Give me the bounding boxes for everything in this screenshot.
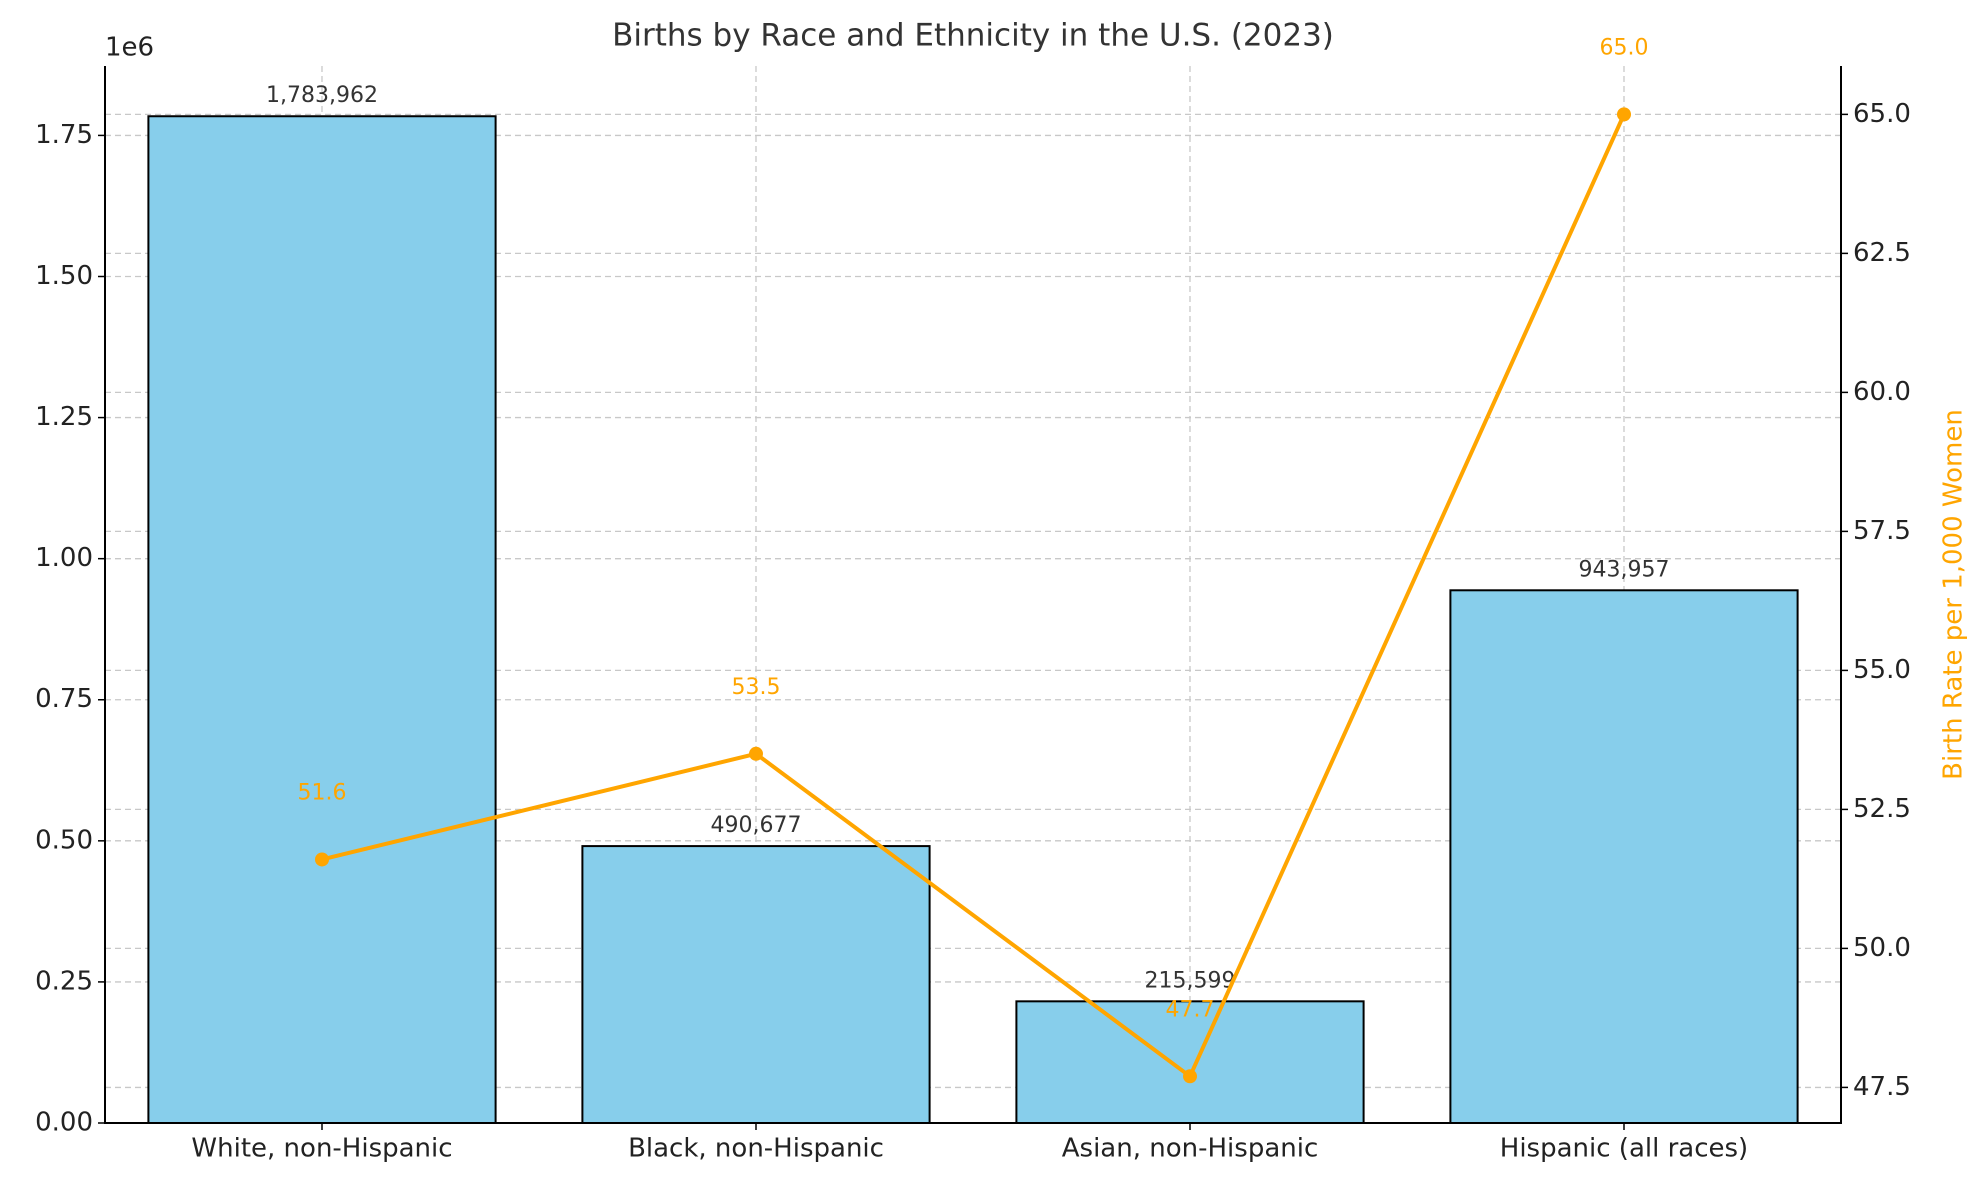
- x-tick-label: Hispanic (all races): [1500, 1134, 1748, 1164]
- bar: [1015, 1000, 1365, 1125]
- y-tick-label: 0.00: [35, 1108, 93, 1138]
- line-value-label: 51.6: [298, 780, 347, 805]
- line-value-label: 47.7: [1166, 997, 1215, 1022]
- y2-tick-label: 52.5: [1853, 794, 1911, 824]
- y-tick-label: 1.75: [35, 120, 93, 150]
- chart-title: Births by Race and Ethnicity in the U.S.…: [612, 18, 1334, 54]
- bar-value-label: 490,677: [711, 813, 802, 838]
- bar-value-label: 943,957: [1579, 557, 1670, 582]
- line-point: [315, 852, 329, 867]
- y2-tick-label: 60.0: [1853, 377, 1911, 407]
- y2-tick-label: 50.0: [1853, 933, 1911, 963]
- bar: [1449, 589, 1799, 1124]
- bar-value-label: 215,599: [1145, 968, 1236, 993]
- y2-tick-label: 65.0: [1853, 99, 1911, 129]
- y-tick-label: 0.25: [35, 966, 93, 996]
- y-offset-label: 1e6: [105, 33, 154, 63]
- axis-frame: [104, 66, 1842, 1124]
- y-tick-label: 1.00: [35, 543, 93, 573]
- line-point: [1183, 1069, 1197, 1084]
- y-tick-label: 1.25: [35, 402, 93, 432]
- x-tick-label: Black, non-Hispanic: [628, 1134, 884, 1164]
- y2-tick-label: 62.5: [1853, 238, 1911, 268]
- bar-value-label: 1,783,962: [266, 83, 378, 108]
- bar: [147, 115, 497, 1124]
- line-point: [1617, 107, 1631, 122]
- y-tick-label: 1.50: [35, 261, 93, 291]
- y2-tick-label: 47.5: [1853, 1072, 1911, 1102]
- y-tick-label: 0.50: [35, 825, 93, 855]
- x-tick-label: White, non-Hispanic: [191, 1134, 452, 1164]
- line-point: [749, 746, 763, 761]
- y2-axis-label: Birth Rate per 1,000 Women: [1939, 409, 1969, 780]
- y2-tick-label: 57.5: [1853, 516, 1911, 546]
- y-tick-label: 0.75: [35, 684, 93, 714]
- x-tick-label: Asian, non-Hispanic: [1062, 1134, 1319, 1164]
- line-value-label: 53.5: [732, 675, 781, 700]
- line-value-label: 65.0: [1600, 35, 1649, 60]
- bar: [581, 845, 931, 1124]
- line: [321, 113, 1626, 1080]
- y2-tick-label: 55.0: [1853, 655, 1911, 685]
